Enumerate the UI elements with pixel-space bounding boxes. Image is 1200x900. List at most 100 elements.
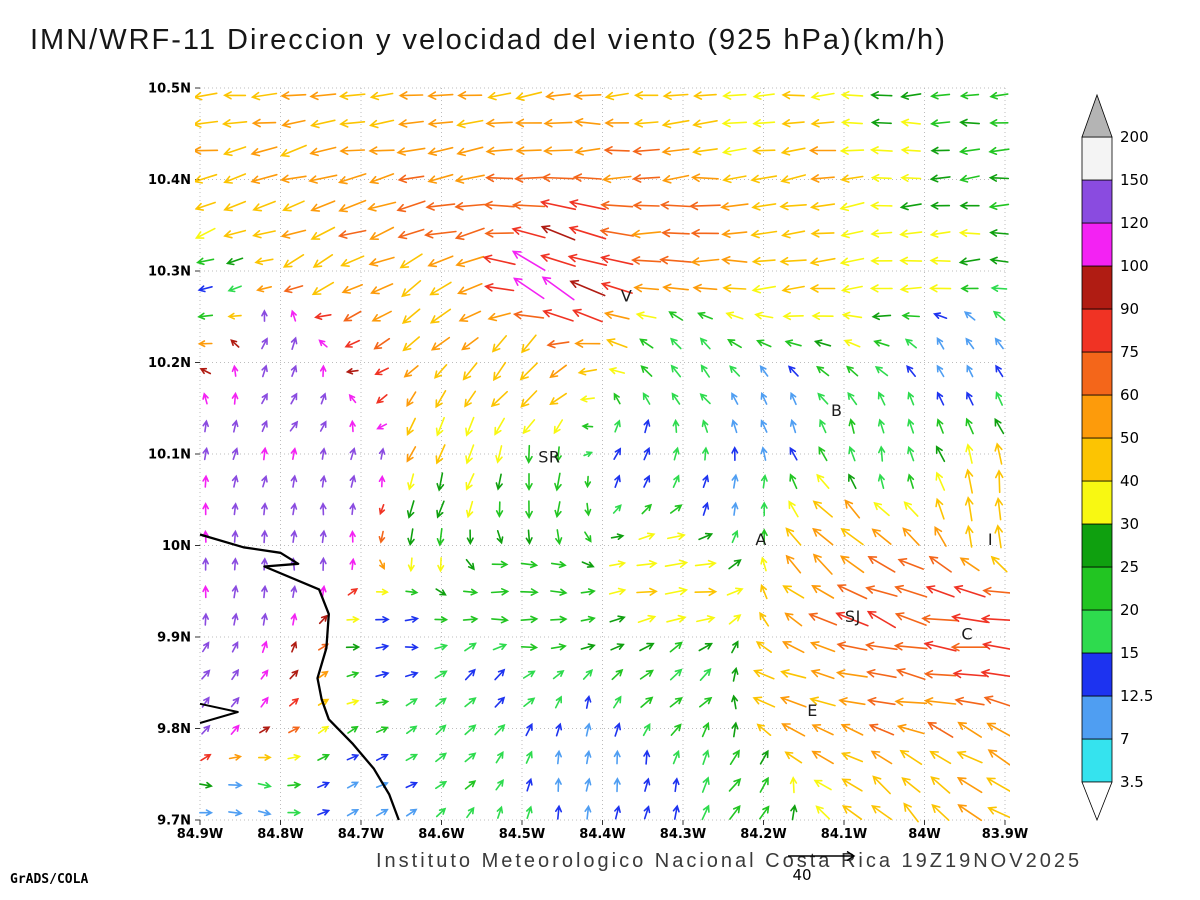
wind-arrow bbox=[251, 118, 277, 128]
wind-arrow bbox=[872, 775, 891, 795]
wind-arrow bbox=[487, 312, 511, 322]
wind-arrow bbox=[779, 201, 807, 211]
wind-arrow bbox=[227, 312, 242, 320]
wind-arrow bbox=[435, 780, 448, 790]
wind-arrow bbox=[632, 146, 660, 156]
wind-arrow bbox=[809, 284, 836, 293]
colorbar-segment bbox=[1081, 523, 1113, 568]
colorbar-segment bbox=[1081, 566, 1113, 611]
wind-arrow bbox=[430, 336, 451, 351]
wind-arrow bbox=[546, 340, 570, 349]
wind-arrow bbox=[954, 696, 985, 706]
wind-arrow bbox=[290, 502, 298, 516]
wind-arrow bbox=[900, 146, 921, 155]
wind-arrow bbox=[936, 364, 945, 378]
wind-arrow bbox=[495, 750, 504, 764]
wind-arrow bbox=[696, 615, 716, 623]
wind-arrow bbox=[319, 502, 327, 516]
wind-arrow bbox=[311, 281, 335, 296]
wind-arrow bbox=[290, 529, 298, 543]
wind-arrow bbox=[611, 668, 624, 681]
wind-arrow bbox=[868, 723, 895, 736]
x-tick-label: 84.2W bbox=[740, 827, 786, 842]
wind-arrow bbox=[965, 524, 974, 548]
chart-title: IMN/WRF-11 Direccion y velocidad del vie… bbox=[30, 24, 947, 56]
wind-arrow bbox=[405, 808, 418, 817]
wind-arrow bbox=[347, 725, 359, 734]
wind-arrow bbox=[261, 309, 268, 322]
wind-arrow bbox=[490, 588, 510, 596]
wind-arrow bbox=[894, 697, 928, 707]
colorbar-segment bbox=[1081, 437, 1113, 482]
wind-arrow bbox=[990, 555, 1008, 573]
wind-arrow bbox=[223, 91, 247, 100]
wind-arrow bbox=[378, 530, 386, 544]
wind-arrow bbox=[584, 475, 592, 489]
wind-arrow bbox=[934, 526, 947, 547]
wind-arrow bbox=[202, 584, 209, 599]
wind-arrow bbox=[378, 504, 386, 516]
wind-arrow bbox=[846, 365, 859, 377]
wind-arrow bbox=[632, 201, 660, 210]
wind-arrow bbox=[223, 200, 247, 212]
wind-arrow bbox=[699, 696, 713, 708]
wind-arrow bbox=[694, 559, 717, 568]
wind-arrow bbox=[930, 91, 951, 100]
wind-arrow bbox=[317, 753, 331, 761]
wind-arrow bbox=[601, 174, 632, 184]
wind-arrow bbox=[495, 473, 503, 491]
wind-arrow bbox=[231, 391, 239, 405]
wind-arrow bbox=[865, 585, 898, 597]
colorbar-label: 30 bbox=[1120, 515, 1139, 533]
wind-arrow bbox=[231, 502, 239, 516]
wind-arrow bbox=[406, 725, 418, 735]
wind-arrow bbox=[550, 588, 568, 596]
wind-arrow bbox=[515, 146, 542, 155]
wind-arrow bbox=[838, 697, 866, 706]
wind-arrow bbox=[406, 417, 416, 436]
wind-arrow bbox=[584, 694, 592, 709]
footer-annotation: Instituto Meteorologico Nacional Costa R… bbox=[376, 850, 1083, 872]
wind-arrow bbox=[230, 724, 240, 735]
wind-arrow bbox=[782, 585, 805, 599]
wind-arrow bbox=[405, 781, 419, 789]
wind-arrow bbox=[223, 173, 247, 184]
wind-arrow bbox=[866, 610, 896, 629]
wind-arrow bbox=[545, 91, 571, 101]
wind-arrow bbox=[583, 451, 594, 458]
wind-arrow bbox=[965, 337, 975, 350]
wind-arrow bbox=[401, 308, 421, 324]
wind-arrow bbox=[988, 202, 1010, 211]
wind-arrow bbox=[485, 173, 514, 183]
wind-arrow bbox=[896, 723, 925, 735]
wind-arrow bbox=[760, 446, 768, 461]
wind-arrow bbox=[698, 532, 714, 541]
wind-arrow bbox=[980, 614, 1010, 624]
wind-arrow bbox=[464, 724, 477, 736]
wind-arrow bbox=[661, 174, 690, 184]
wind-arrow bbox=[848, 473, 857, 490]
wind-arrow bbox=[258, 809, 272, 817]
wind-arrow bbox=[921, 614, 959, 624]
wind-arrow bbox=[349, 557, 356, 571]
wind-arrow bbox=[491, 560, 509, 569]
wind-arrow bbox=[877, 391, 886, 406]
wind-arrow bbox=[287, 781, 302, 789]
wind-arrow bbox=[375, 616, 390, 623]
wind-arrow bbox=[337, 173, 367, 185]
wind-arrow bbox=[375, 643, 390, 651]
wind-arrow bbox=[308, 174, 338, 184]
wind-arrow bbox=[231, 419, 239, 433]
wind-arrow bbox=[809, 202, 836, 211]
wind-arrow bbox=[923, 697, 957, 706]
wind-arrow bbox=[899, 284, 922, 293]
wind-arrow bbox=[614, 419, 621, 433]
wind-arrow bbox=[512, 310, 545, 320]
wind-arrow bbox=[317, 809, 331, 816]
wind-arrow bbox=[810, 91, 835, 101]
wind-arrow bbox=[928, 555, 952, 573]
wind-arrow bbox=[661, 228, 690, 238]
wind-arrow bbox=[751, 202, 777, 211]
wind-arrow bbox=[639, 338, 654, 349]
